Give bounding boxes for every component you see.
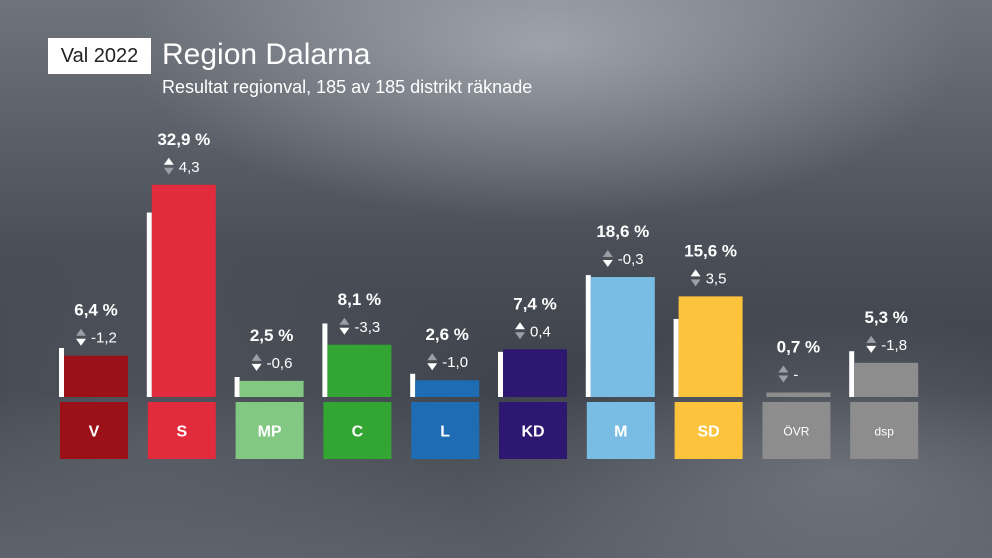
change-label-m: -0,3 (618, 251, 644, 268)
party-box-sd (674, 402, 743, 459)
value-label-kd: 7,4 % (513, 294, 556, 313)
bar-mp (239, 380, 304, 397)
value-label-v: 6,4 % (74, 301, 117, 320)
party-label-v: V (89, 424, 100, 441)
party-box-m (586, 402, 655, 459)
bar-l (415, 380, 480, 397)
party-box-mp (235, 402, 304, 459)
change-down-icon-dsp (866, 345, 877, 353)
party-label-sd: SD (697, 424, 719, 441)
value-label-dsp: 5,3 % (864, 308, 907, 327)
value-label-sd: 15,6 % (684, 241, 737, 260)
previous-result-marker-m (585, 275, 591, 397)
change-label-sd: 3,5 (706, 270, 727, 287)
change-down-icon-sd (690, 279, 701, 287)
change-up-icon-s (163, 157, 174, 165)
change-up-icon-ovr (778, 365, 789, 373)
change-label-mp: -0,6 (267, 355, 293, 372)
change-down-icon-s (163, 167, 174, 175)
change-down-icon-kd (515, 332, 525, 340)
change-label-kd: 0,4 (530, 323, 551, 340)
previous-result-marker-kd (498, 351, 503, 397)
bar-sd (678, 296, 743, 397)
party-box-v (60, 402, 128, 459)
value-label-ovr: 0,7 % (777, 337, 820, 356)
change-label-dsp: -1,8 (881, 337, 907, 354)
page-title: Region Dalarna (162, 38, 371, 71)
change-label-ovr: - (793, 366, 798, 383)
value-label-c: 8,1 % (338, 290, 381, 309)
party-label-c: C (352, 424, 364, 441)
change-label-s: 4,3 (179, 159, 200, 176)
change-up-icon-m (602, 250, 613, 258)
change-up-icon-c (339, 317, 350, 325)
bar-kd (503, 349, 567, 397)
value-label-s: 32,9 % (157, 130, 210, 149)
page-subtitle: Resultat regionval, 185 av 185 distrikt … (162, 77, 533, 97)
change-down-icon-m (602, 260, 613, 268)
previous-result-marker-l (410, 373, 416, 397)
party-label-mp: MP (258, 424, 282, 441)
party-label-l: L (440, 424, 450, 441)
change-down-icon-v (76, 338, 86, 346)
change-down-icon-c (339, 327, 350, 335)
change-up-icon-l (427, 353, 438, 361)
party-box-dsp (850, 402, 919, 459)
change-label-v: -1,2 (91, 330, 117, 347)
party-label-dsp: dsp (875, 425, 895, 439)
bar-v (64, 355, 128, 397)
party-label-s: S (176, 424, 187, 441)
change-down-icon-mp (251, 363, 262, 371)
party-label-kd: KD (521, 424, 544, 441)
change-label-c: -3,3 (354, 319, 380, 336)
bar-s (151, 184, 216, 397)
previous-result-marker-dsp (849, 351, 855, 397)
previous-result-marker-sd (673, 318, 679, 397)
change-up-icon-dsp (866, 335, 877, 343)
change-label-l: -1,0 (442, 354, 468, 371)
party-label-ovr: ÖVR (783, 425, 809, 439)
change-down-icon-ovr (778, 375, 789, 383)
value-label-m: 18,6 % (596, 222, 649, 241)
change-up-icon-v (76, 328, 86, 336)
value-label-l: 2,6 % (425, 325, 468, 344)
value-label-mp: 2,5 % (250, 326, 293, 345)
party-box-l (411, 402, 480, 459)
bar-dsp (854, 362, 919, 397)
party-label-m: M (614, 424, 627, 441)
bar-c (327, 344, 392, 397)
party-box-c (323, 402, 392, 459)
previous-result-marker-mp (234, 377, 240, 397)
previous-result-marker-c (322, 323, 328, 397)
change-up-icon-sd (690, 269, 701, 277)
change-up-icon-kd (515, 322, 525, 330)
previous-result-marker-s (146, 212, 152, 397)
party-box-s (147, 402, 216, 459)
party-box-kd (499, 402, 567, 459)
election-year-badge: Val 2022 (48, 38, 151, 74)
bar-m (590, 277, 655, 397)
previous-result-marker-v (59, 347, 64, 397)
change-up-icon-mp (251, 353, 262, 361)
party-box-ovr (762, 402, 831, 459)
change-down-icon-l (427, 363, 438, 371)
bar-ovr (766, 392, 831, 397)
